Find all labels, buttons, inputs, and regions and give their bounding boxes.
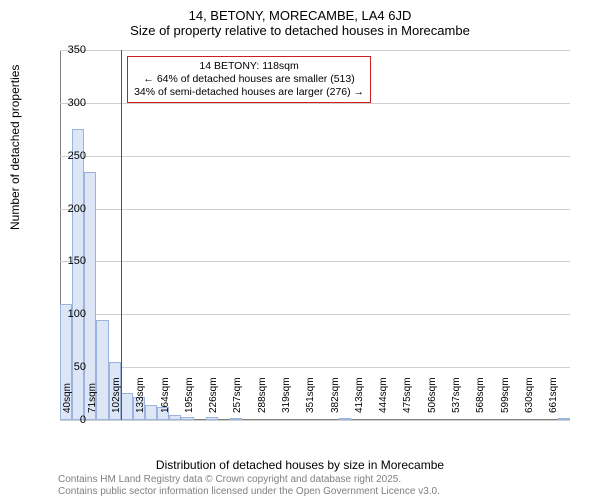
x-tick-label: 444sqm bbox=[378, 377, 389, 413]
x-tick-label: 568sqm bbox=[475, 377, 486, 413]
attribution-line-2: Contains public sector information licen… bbox=[58, 486, 440, 498]
y-tick-label: 50 bbox=[56, 361, 86, 373]
x-tick-label: 133sqm bbox=[135, 377, 146, 413]
annotation-line-3: 34% of semi-detached houses are larger (… bbox=[134, 86, 364, 99]
x-tick-label: 537sqm bbox=[451, 377, 462, 413]
grid-line bbox=[60, 367, 570, 368]
y-tick-label: 0 bbox=[56, 414, 86, 426]
histogram-bar bbox=[206, 417, 218, 420]
y-tick-label: 150 bbox=[56, 255, 86, 267]
histogram-bar bbox=[169, 415, 181, 420]
x-tick-label: 195sqm bbox=[184, 377, 195, 413]
y-tick-label: 350 bbox=[56, 44, 86, 56]
histogram-bar bbox=[339, 418, 351, 420]
x-tick-label: 40sqm bbox=[62, 383, 73, 413]
chart-title-sub: Size of property relative to detached ho… bbox=[0, 23, 600, 42]
histogram-bar bbox=[72, 129, 84, 420]
y-tick-label: 200 bbox=[56, 203, 86, 215]
chart-container: 14, BETONY, MORECAMBE, LA4 6JD Size of p… bbox=[0, 0, 600, 500]
histogram-bar bbox=[181, 417, 193, 420]
grid-line bbox=[60, 420, 570, 421]
grid-line bbox=[60, 50, 570, 51]
annotation-box: 14 BETONY: 118sqm← 64% of detached house… bbox=[127, 56, 371, 103]
x-tick-label: 164sqm bbox=[160, 377, 171, 413]
histogram-bar bbox=[96, 320, 108, 420]
x-tick-label: 319sqm bbox=[281, 377, 292, 413]
histogram-bar bbox=[145, 405, 157, 420]
attribution-text: Contains HM Land Registry data © Crown c… bbox=[58, 474, 440, 498]
y-tick-label: 300 bbox=[56, 97, 86, 109]
histogram-bar bbox=[230, 418, 242, 420]
x-tick-label: 288sqm bbox=[257, 377, 268, 413]
x-tick-label: 475sqm bbox=[402, 377, 413, 413]
y-tick-label: 250 bbox=[56, 150, 86, 162]
grid-line bbox=[60, 209, 570, 210]
grid-line bbox=[60, 156, 570, 157]
x-tick-label: 661sqm bbox=[548, 377, 559, 413]
x-tick-label: 506sqm bbox=[427, 377, 438, 413]
x-tick-label: 630sqm bbox=[524, 377, 535, 413]
plot-area: 40sqm71sqm102sqm133sqm164sqm195sqm226sqm… bbox=[60, 50, 570, 420]
attribution-line-1: Contains HM Land Registry data © Crown c… bbox=[58, 474, 440, 486]
x-tick-label: 71sqm bbox=[87, 383, 98, 413]
x-tick-label: 413sqm bbox=[354, 377, 365, 413]
x-tick-label: 226sqm bbox=[208, 377, 219, 413]
y-tick-label: 100 bbox=[56, 308, 86, 320]
grid-line bbox=[60, 261, 570, 262]
histogram-bar bbox=[558, 418, 570, 420]
histogram-bar bbox=[121, 393, 133, 420]
annotation-line-2: ← 64% of detached houses are smaller (51… bbox=[134, 73, 364, 86]
x-tick-label: 382sqm bbox=[330, 377, 341, 413]
y-axis-label: Number of detached properties bbox=[8, 65, 22, 230]
annotation-line-1: 14 BETONY: 118sqm bbox=[134, 60, 364, 73]
x-tick-label: 599sqm bbox=[500, 377, 511, 413]
x-axis-label: Distribution of detached houses by size … bbox=[0, 458, 600, 472]
x-tick-label: 257sqm bbox=[232, 377, 243, 413]
grid-line bbox=[60, 314, 570, 315]
chart-title-main: 14, BETONY, MORECAMBE, LA4 6JD bbox=[0, 0, 600, 23]
x-tick-label: 351sqm bbox=[305, 377, 316, 413]
marker-line bbox=[121, 50, 122, 420]
